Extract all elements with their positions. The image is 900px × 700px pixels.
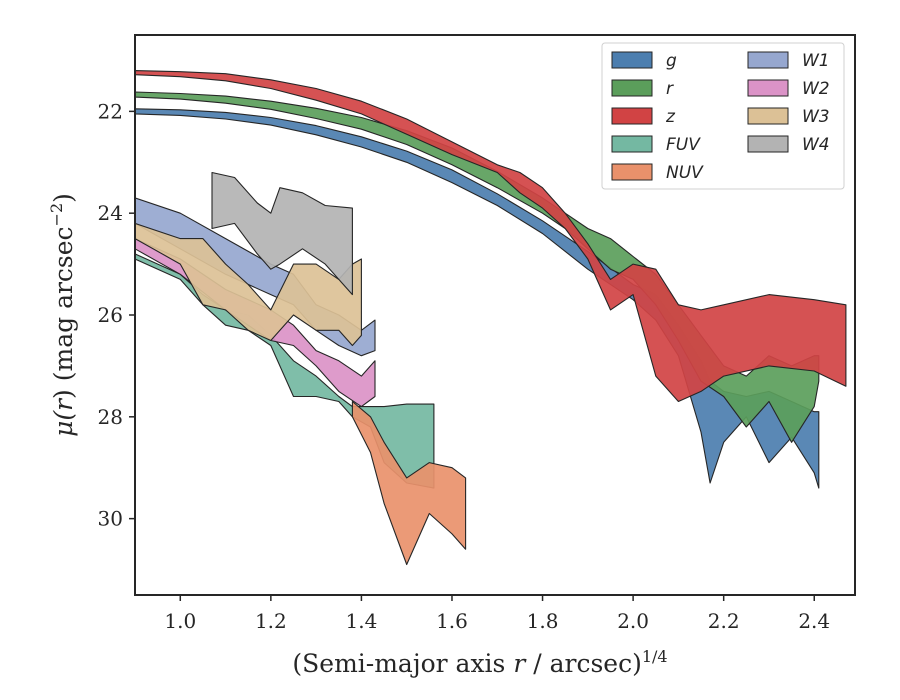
band-group	[135, 70, 847, 566]
x-tick-label: 2.2	[708, 609, 740, 633]
band-w3	[135, 222, 362, 347]
x-axis: 1.0 1.2 1.4 1.6 1.8 2.0 2.2 2.4	[164, 595, 830, 633]
legend-swatch-r	[611, 79, 653, 97]
legend-label-g: g	[666, 51, 677, 71]
legend-swatch-w4	[747, 135, 789, 153]
legend-label-w1: W1	[802, 51, 830, 71]
y-tick-label: 26	[98, 303, 123, 327]
legend-label-w2: W2	[802, 79, 830, 99]
legend-label-r: r	[666, 79, 674, 99]
band-g	[135, 108, 820, 489]
legend-swatch-fuv	[611, 135, 653, 153]
legend: grz FUV NUV W1 W2 W3 W4	[601, 42, 845, 190]
legend-swatch-w1	[747, 51, 789, 69]
legend-label-nuv: NUV	[666, 163, 704, 183]
legend-swatch-w2	[747, 79, 789, 97]
y-tick-label: 22	[98, 99, 123, 123]
x-tick-label: 1.4	[346, 609, 378, 633]
y-tick-label: 30	[98, 507, 123, 531]
band-w4	[211, 171, 353, 296]
y-tick-label: 24	[98, 201, 123, 225]
x-tick-label: 2.4	[798, 609, 830, 633]
x-tick-label: 1.8	[527, 609, 559, 633]
legend-label-w3: W3	[802, 107, 830, 127]
y-axis: 22 24 26 28 30	[98, 99, 135, 531]
legend-label-z: z	[665, 107, 676, 127]
band-z	[135, 70, 847, 403]
x-tick-label: 1.6	[436, 609, 468, 633]
x-tick-label: 2.0	[617, 609, 649, 633]
x-tick-label: 1.2	[255, 609, 287, 633]
legend-label-fuv: FUV	[666, 135, 701, 155]
y-axis-label: μ(r) (mag arcsec−2)	[47, 193, 78, 437]
legend-swatch-g	[611, 51, 653, 69]
x-tick-label: 1.0	[164, 609, 196, 633]
y-tick-label: 28	[98, 405, 123, 429]
x-axis-label: (Semi-major axis r / arcsec)1/4	[292, 647, 667, 678]
legend-swatch-nuv	[611, 163, 653, 181]
legend-swatch-w3	[747, 107, 789, 125]
legend-label-w4: W4	[802, 135, 830, 155]
legend-swatch-z	[611, 107, 653, 125]
band-nuv	[351, 400, 467, 566]
